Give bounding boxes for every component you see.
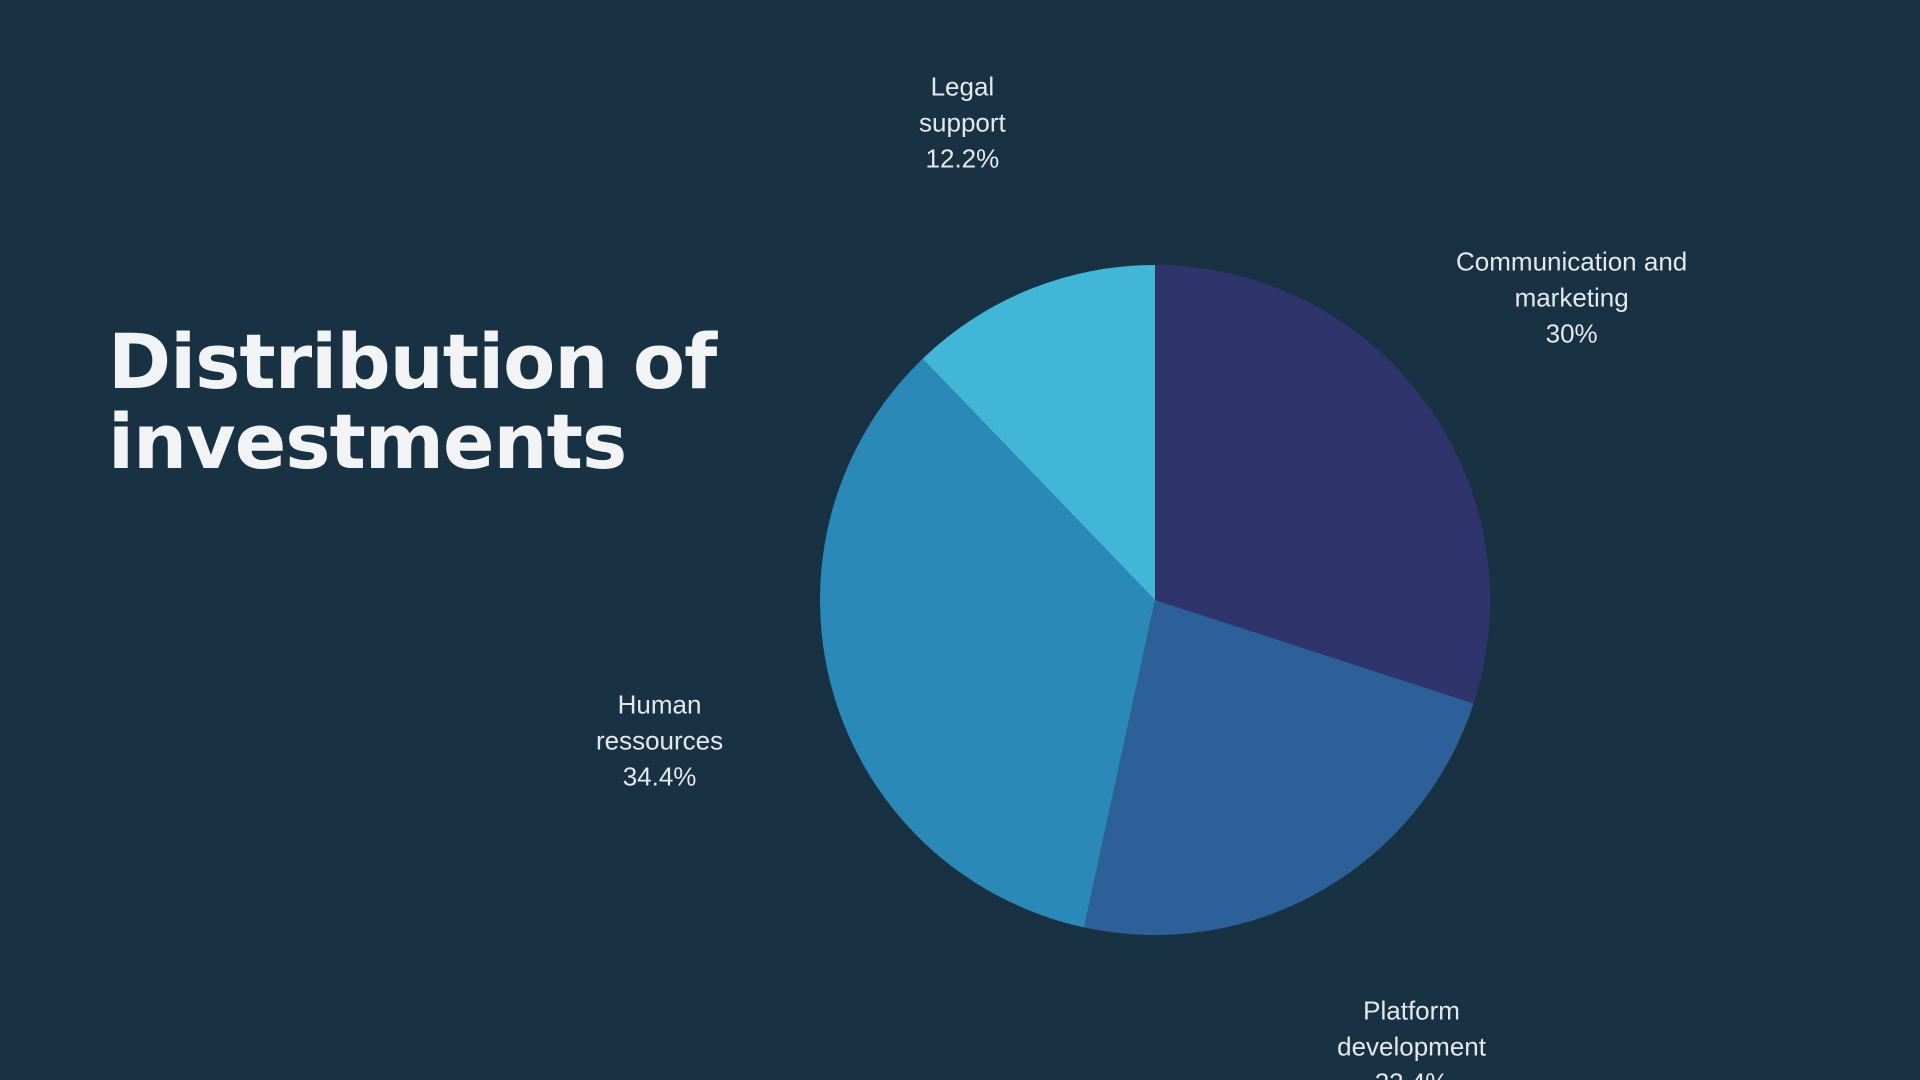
- title-line-1: Distribution of: [108, 317, 717, 406]
- slice-value-label: 30%: [1546, 318, 1598, 348]
- slice-name-line: development: [1337, 1032, 1487, 1062]
- pie-slice-2: [820, 358, 1155, 928]
- slice-label-1: Platform development 23.4%: [1337, 996, 1487, 1080]
- slice-name-line: Human: [618, 690, 702, 720]
- slice-label-3: Legal support 12.2%: [919, 71, 1006, 173]
- slice-name-line: Legal: [931, 71, 995, 101]
- pie-slice-1: [1083, 600, 1474, 935]
- pie-slice-0: [1155, 265, 1491, 704]
- slice-name-line: Communication and: [1456, 246, 1687, 276]
- title-line-2: investments: [108, 397, 627, 486]
- slice-name-line: support: [919, 107, 1006, 137]
- slice-name-line: Platform: [1363, 996, 1460, 1026]
- slide-title: Distribution of investments: [108, 322, 748, 482]
- slice-value-label: 12.2%: [926, 143, 1000, 173]
- labels-layer: Communication and marketing 30% Platform dev…: [596, 71, 1687, 1080]
- slices-layer: [820, 265, 1491, 935]
- pie-slice-3: [922, 265, 1155, 600]
- slice-name-line: ressources: [596, 726, 723, 756]
- slice-value-label: 23.4%: [1375, 1068, 1449, 1080]
- slice-name-line: marketing: [1515, 282, 1629, 312]
- slice-label-2: Human ressources 34.4%: [596, 690, 723, 792]
- slice-label-0: Communication and marketing 30%: [1456, 246, 1687, 348]
- slice-value-label: 34.4%: [623, 762, 697, 792]
